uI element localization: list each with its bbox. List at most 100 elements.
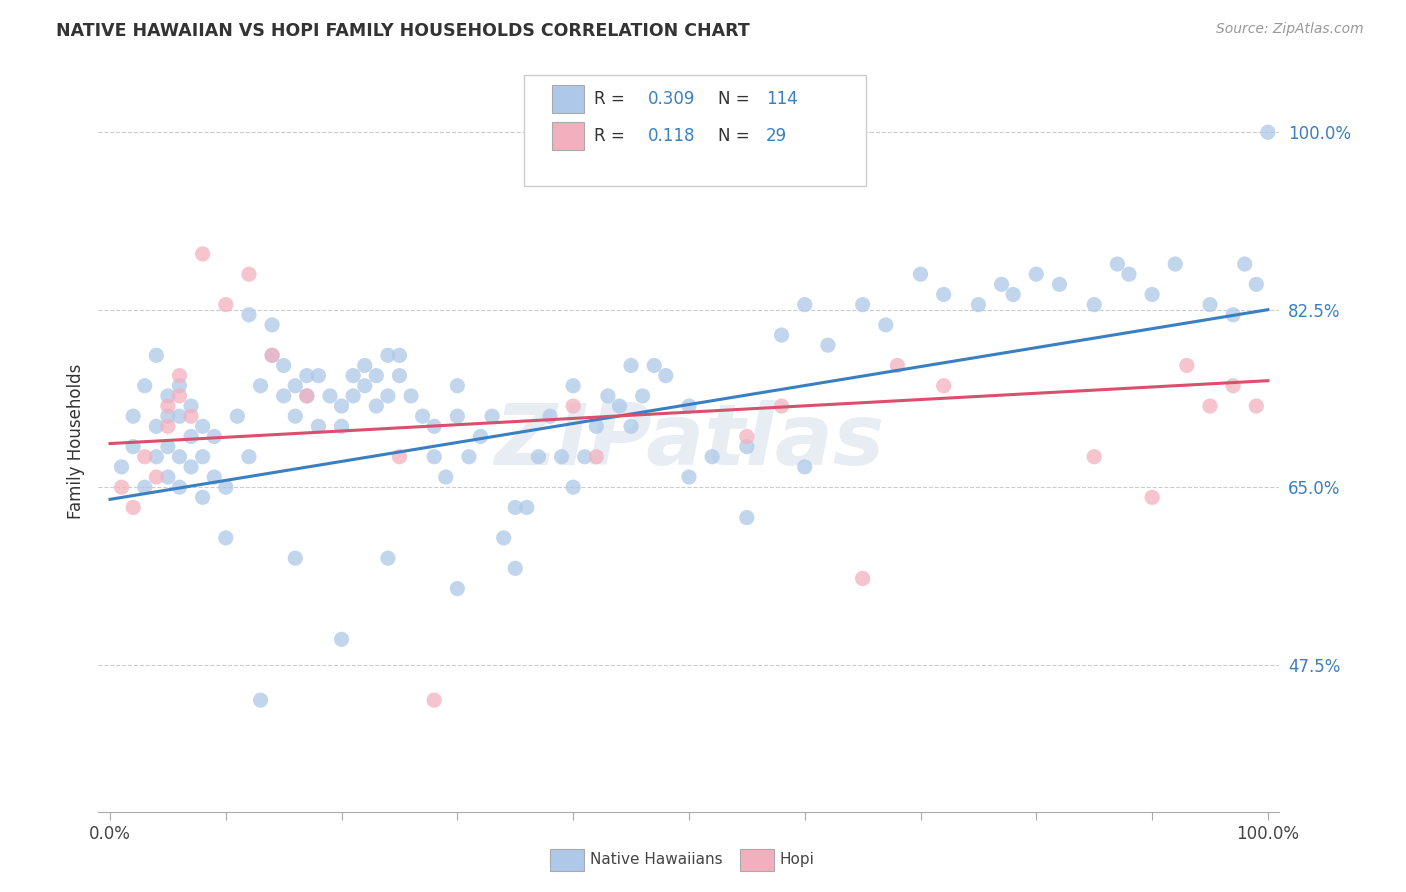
Point [110, 459, 132, 474]
Point [353, 378, 375, 392]
Point [412, 409, 434, 424]
Point [1083, 450, 1105, 464]
Point [609, 399, 631, 413]
Point [191, 491, 214, 505]
Point [585, 419, 607, 434]
Point [388, 348, 411, 362]
Point [284, 551, 307, 566]
Point [875, 318, 897, 332]
Point [330, 399, 353, 413]
Point [470, 429, 492, 443]
Point [538, 409, 561, 424]
Point [180, 409, 202, 424]
Point [423, 693, 446, 707]
Point [1222, 378, 1244, 392]
Point [1002, 287, 1025, 301]
Point [770, 399, 793, 413]
Point [295, 368, 318, 383]
Point [1049, 277, 1071, 292]
Point [330, 632, 353, 647]
Point [1233, 257, 1256, 271]
Point [226, 409, 249, 424]
Point [169, 378, 191, 392]
Point [191, 247, 214, 261]
Point [134, 480, 156, 494]
Point [202, 470, 225, 484]
Point [596, 389, 619, 403]
Point [1246, 277, 1268, 292]
Point [284, 409, 307, 424]
Point [122, 409, 145, 424]
Point [1107, 257, 1129, 271]
Text: 0.118: 0.118 [648, 127, 695, 145]
Point [145, 348, 167, 362]
Point [1118, 267, 1140, 281]
Point [1025, 267, 1047, 281]
Text: N =: N = [718, 90, 755, 108]
Text: NATIVE HAWAIIAN VS HOPI FAMILY HOUSEHOLDS CORRELATION CHART: NATIVE HAWAIIAN VS HOPI FAMILY HOUSEHOLD… [56, 22, 749, 40]
Point [503, 561, 526, 575]
Point [273, 389, 295, 403]
Point [145, 470, 167, 484]
Point [700, 450, 723, 464]
Point [886, 359, 908, 373]
Y-axis label: Family Households: Family Households [66, 364, 84, 519]
Point [1164, 257, 1187, 271]
Text: 0.309: 0.309 [648, 90, 695, 108]
Text: Hopi: Hopi [779, 853, 814, 867]
Text: ZIPatlas: ZIPatlas [494, 400, 884, 483]
Point [169, 409, 191, 424]
Point [169, 480, 191, 494]
Point [735, 440, 758, 454]
Point [1246, 399, 1268, 413]
Point [678, 399, 700, 413]
Point [423, 450, 446, 464]
Point [215, 480, 238, 494]
Point [852, 298, 875, 312]
Point [284, 378, 307, 392]
Point [631, 389, 654, 403]
Point [446, 378, 468, 392]
Point [503, 500, 526, 515]
Point [377, 551, 399, 566]
Point [191, 450, 214, 464]
Point [215, 298, 238, 312]
Point [388, 450, 411, 464]
Point [550, 450, 572, 464]
Point [145, 419, 167, 434]
Point [134, 450, 156, 464]
FancyBboxPatch shape [523, 75, 866, 186]
Point [655, 368, 678, 383]
Point [562, 378, 585, 392]
Point [238, 267, 260, 281]
Text: 114: 114 [766, 90, 797, 108]
Point [180, 429, 202, 443]
Point [169, 368, 191, 383]
Point [932, 287, 955, 301]
Point [156, 389, 179, 403]
Point [967, 298, 990, 312]
Point [516, 500, 538, 515]
Point [620, 359, 643, 373]
Point [156, 470, 179, 484]
Point [156, 409, 179, 424]
Point [446, 582, 468, 596]
Point [446, 409, 468, 424]
Point [180, 399, 202, 413]
Point [262, 348, 284, 362]
Text: R =: R = [595, 90, 630, 108]
Point [817, 338, 839, 352]
Point [562, 399, 585, 413]
Point [1140, 287, 1163, 301]
Point [169, 450, 191, 464]
Text: R =: R = [595, 127, 636, 145]
Point [1222, 308, 1244, 322]
Point [215, 531, 238, 545]
Point [793, 459, 815, 474]
Point [156, 440, 179, 454]
Point [249, 378, 271, 392]
Point [366, 399, 388, 413]
Point [295, 389, 318, 403]
Text: 29: 29 [766, 127, 787, 145]
FancyBboxPatch shape [553, 86, 583, 112]
